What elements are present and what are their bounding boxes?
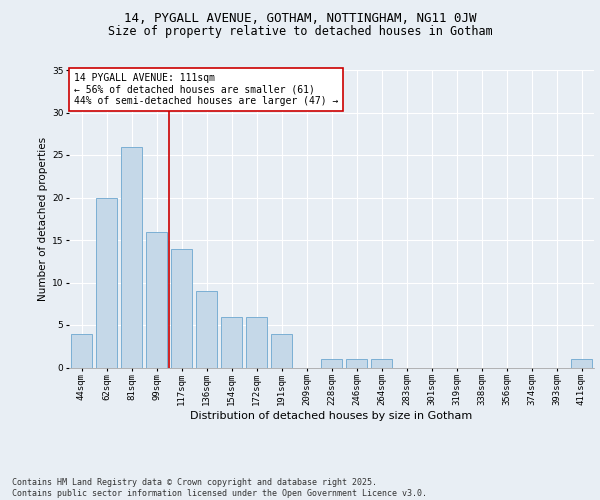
Bar: [96, 198, 117, 368]
Bar: [321, 359, 342, 368]
Bar: [221, 316, 242, 368]
Bar: [171, 248, 192, 368]
Text: Size of property relative to detached houses in Gotham: Size of property relative to detached ho…: [107, 25, 493, 38]
Bar: [271, 334, 292, 368]
Bar: [371, 359, 392, 368]
Y-axis label: Number of detached properties: Number of detached properties: [38, 136, 48, 301]
Text: 14 PYGALL AVENUE: 111sqm
← 56% of detached houses are smaller (61)
44% of semi-d: 14 PYGALL AVENUE: 111sqm ← 56% of detach…: [74, 73, 338, 106]
Bar: [121, 146, 142, 368]
Bar: [196, 291, 217, 368]
Bar: [71, 334, 92, 368]
Bar: [246, 316, 267, 368]
Bar: [346, 359, 367, 368]
X-axis label: Distribution of detached houses by size in Gotham: Distribution of detached houses by size …: [190, 411, 473, 421]
Bar: [571, 359, 592, 368]
Text: 14, PYGALL AVENUE, GOTHAM, NOTTINGHAM, NG11 0JW: 14, PYGALL AVENUE, GOTHAM, NOTTINGHAM, N…: [124, 12, 476, 26]
Bar: [146, 232, 167, 368]
Text: Contains HM Land Registry data © Crown copyright and database right 2025.
Contai: Contains HM Land Registry data © Crown c…: [12, 478, 427, 498]
